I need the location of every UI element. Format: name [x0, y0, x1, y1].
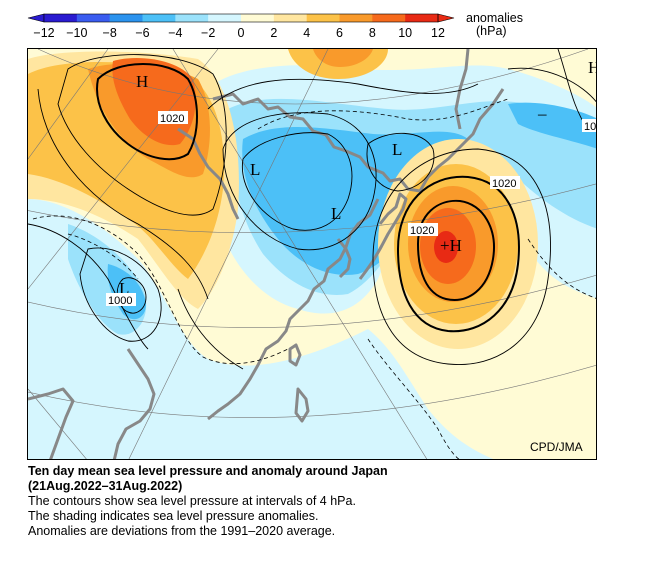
isobar-pacific-high-inner	[416, 199, 495, 301]
coast-korea	[336, 238, 352, 279]
contour-label-1020-pacific-inner: 1020	[410, 225, 434, 237]
map-canvas: H H +H L L L L – 1020 1020 1020 1000 102…	[28, 49, 597, 459]
pressure-center-low-asia: L	[250, 160, 260, 179]
colorbar-swatch	[44, 14, 78, 22]
colorbar-tick-label: −10	[66, 26, 87, 40]
colorbar-tick-label: 12	[431, 26, 445, 40]
shade-pos-10-pacific	[434, 231, 458, 263]
coast-japan	[358, 192, 408, 280]
colorbar-tick-label: 2	[270, 26, 277, 40]
colorbar-arrow-high	[437, 13, 455, 23]
shade-neg-2-west	[28, 199, 494, 459]
legend-title: anomalies (hPa)	[466, 12, 523, 38]
colorbar-swatch	[241, 14, 275, 22]
legend-title-text: anomalies	[466, 11, 523, 25]
isobar-low-siberia	[366, 132, 435, 192]
contour-label-1000: 1000	[108, 295, 132, 307]
coast-philippines	[294, 387, 310, 423]
figure-caption: Ten day mean sea level pressure and anom…	[28, 464, 628, 539]
colorbar-tick-label: −12	[33, 26, 54, 40]
pressure-anomaly-map: H H +H L L L L – 1020 1020 1020 1000 102…	[27, 48, 597, 460]
colorbar-tick-label: 10	[398, 26, 412, 40]
pressure-center-high-pacific: +H	[440, 236, 462, 255]
shade-neg-6-east	[508, 102, 596, 149]
contour-label-1020-pacific-outer: 1020	[492, 178, 516, 190]
colorbar-border	[43, 13, 439, 23]
colorbar-swatch	[405, 14, 439, 22]
colorbar-swatches	[27, 13, 455, 23]
colorbar-swatch	[372, 14, 406, 22]
colorbar-tick-label: 8	[369, 26, 376, 40]
isobars	[28, 49, 596, 370]
colorbar-swatch	[175, 14, 209, 22]
coast-india	[28, 387, 75, 459]
colorbar-ticks: −12 −10 −8 −6 −4 −2 0 2 4 6 8 10 12	[33, 26, 445, 40]
minus-sign: –	[537, 104, 547, 123]
pressure-centers: H H +H L L L L –	[119, 58, 597, 298]
colorbar-swatch	[109, 14, 143, 22]
map-credit: CPD/JMA	[530, 440, 583, 454]
contour-label-1020-west: 1020	[160, 113, 184, 125]
coast-eurasia-east	[207, 198, 380, 421]
pressure-center-high-west: H	[136, 72, 148, 91]
isobar-high-west	[96, 63, 198, 161]
graticule	[28, 49, 596, 459]
caption-line-contours: The contours show sea level pressure at …	[28, 494, 356, 508]
caption-title: Ten day mean sea level pressure and anom…	[28, 464, 388, 478]
colorbar-tick-label: 4	[303, 26, 310, 40]
colorbar-swatch	[306, 14, 340, 22]
colorbar-swatch	[273, 14, 307, 22]
anomaly-colorbar: −12 −10 −8 −6 −4 −2 0 2 4 6 8 10 12	[27, 13, 455, 40]
contour-label-102-edge: 102	[584, 121, 597, 133]
anomaly-shading	[28, 49, 596, 459]
pressure-center-low-siberia: L	[392, 140, 402, 159]
pressure-center-low-north-korea: L	[331, 204, 341, 223]
coast-indochina	[112, 348, 156, 459]
legend-unit: (hPa)	[476, 24, 507, 38]
pressure-center-low-west: L	[119, 279, 129, 298]
colorbar-tick-label: −4	[168, 26, 182, 40]
colorbar-swatch	[76, 14, 110, 22]
colorbar-tick-label: 6	[336, 26, 343, 40]
shade-neg-6-small-west	[107, 264, 146, 320]
colorbar-tick-label: −6	[135, 26, 149, 40]
shade-pos-north-core	[313, 49, 373, 67]
coast-taiwan	[288, 343, 302, 367]
colorbar-swatch	[208, 14, 242, 22]
colorbar-tick-label: −2	[201, 26, 215, 40]
caption-period: (21Aug.2022–31Aug.2022)	[28, 479, 183, 493]
colorbar-tick-label: 0	[238, 26, 245, 40]
isobar-low-asia	[241, 132, 353, 231]
colorbar-swatch	[142, 14, 176, 22]
caption-line-shading: The shading indicates sea level pressure…	[28, 509, 319, 523]
isobar-pacific-high-outer	[396, 175, 520, 333]
colorbar-swatch	[339, 14, 373, 22]
colorbar-arrow-low	[27, 13, 45, 23]
contour-labels: 1020 1020 1020 1000 102	[106, 111, 597, 307]
colorbar-tick-label: −8	[103, 26, 117, 40]
pressure-center-high-east-edge: H	[588, 58, 597, 77]
isobars-dashed	[32, 98, 596, 459]
caption-line-anomalies: Anomalies are deviations from the 1991–2…	[28, 524, 336, 538]
